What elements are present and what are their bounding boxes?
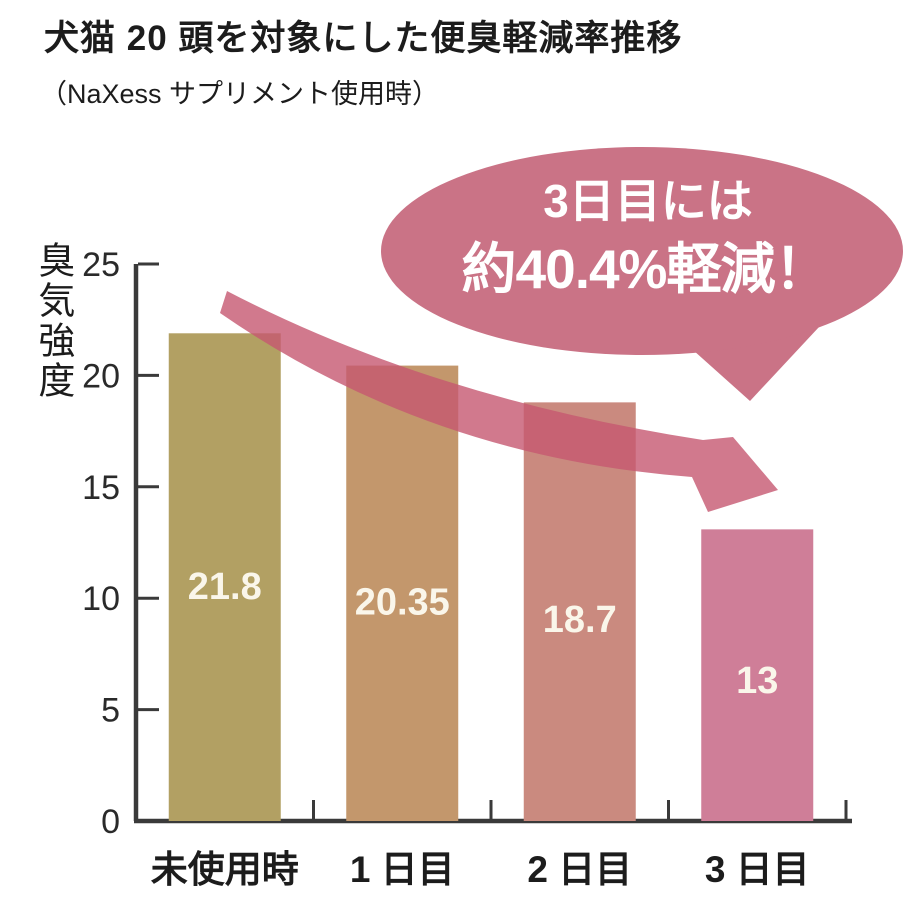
- y-tick-label: 15: [82, 469, 120, 507]
- y-axis-title: 臭気強度: [32, 241, 74, 401]
- y-tick-label: 25: [82, 246, 120, 284]
- chart-title: 犬猫 20 頭を対象にした便臭軽減率推移: [44, 19, 683, 58]
- bar-value-label: 13: [736, 660, 778, 702]
- bars-layer: 21.8 未使用時 20.35 1 日目 18.7 2 日目 13 3 日目: [151, 333, 814, 890]
- bar: [523, 402, 636, 821]
- bar: [701, 529, 814, 821]
- bar-value-label: 20.35: [355, 581, 450, 623]
- callout-bubble-body: [381, 147, 903, 355]
- trend-arrow-icon: [220, 291, 778, 512]
- bar-value-label: 18.7: [543, 599, 617, 641]
- bar: [346, 365, 459, 821]
- x-category-label: 2 日目: [527, 849, 632, 890]
- bar-value-label: 21.8: [188, 566, 262, 608]
- callout-line1: 3日目には: [543, 175, 753, 227]
- y-tick-label: 0: [101, 803, 120, 841]
- callout-bubble: 3日目には 約40.4%軽減！: [381, 147, 903, 401]
- y-tick-label: 20: [82, 357, 120, 395]
- y-tick-label: 5: [101, 692, 120, 730]
- x-category-label: 未使用時: [151, 849, 299, 890]
- x-category-label: 1 日目: [350, 849, 455, 890]
- y-tick-label: 10: [82, 580, 120, 618]
- callout-line2: 約40.4%軽減！: [462, 238, 829, 300]
- x-category-label: 3 日目: [705, 849, 810, 890]
- chart-subtitle: （NaXess サプリメント使用時）: [40, 79, 440, 109]
- bar: [168, 333, 281, 821]
